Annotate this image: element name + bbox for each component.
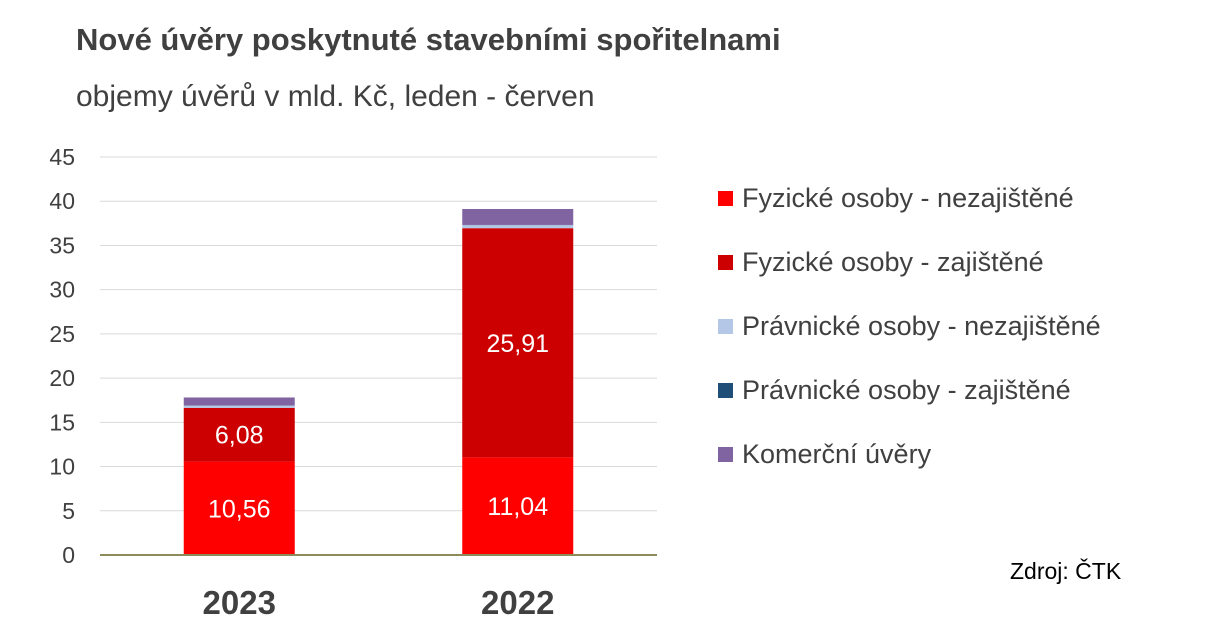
y-tick-label: 20: [49, 365, 75, 391]
bar-segment: [462, 225, 574, 229]
chart-subtitle: objemy úvěrů v mld. Kč, leden - červen: [76, 80, 595, 113]
data-label: 11,04: [487, 493, 548, 521]
y-tick-label: 45: [49, 144, 75, 170]
bar-segment: [462, 228, 574, 458]
data-label: 25,91: [486, 330, 549, 358]
x-tick-label: 2023: [203, 584, 276, 621]
source-note: Zdroj: ČTK: [1010, 558, 1122, 584]
legend-item: Fyzické osoby - zajištěné: [718, 230, 1101, 294]
legend-label: Komerční úvěry: [742, 438, 932, 469]
x-tick-label: 2022: [481, 584, 554, 621]
y-tick-label: 40: [49, 188, 75, 214]
y-tick-label: 0: [62, 542, 75, 568]
data-label: 6,08: [215, 422, 264, 450]
legend-item: Komerční úvěry: [718, 422, 1101, 486]
bar-segment: [183, 397, 295, 406]
legend-label: Fyzické osoby - zajištěné: [742, 246, 1044, 277]
legend-item: Fyzické osoby - nezajištěné: [718, 166, 1101, 230]
bar-segment: [462, 457, 574, 555]
legend-label: Právnické osoby - nezajištěné: [742, 310, 1101, 341]
legend-label: Fyzické osoby - nezajištěné: [742, 182, 1074, 213]
legend-swatch: [718, 190, 733, 206]
bar-segment: [183, 461, 295, 555]
y-tick-label: 15: [49, 409, 75, 435]
legend-item: Právnické osoby - zajištěné: [718, 358, 1101, 422]
legend-swatch: [718, 254, 733, 270]
chart-legend: Fyzické osoby - nezajištěné Fyzické osob…: [718, 166, 1101, 486]
y-tick-label: 5: [62, 498, 75, 524]
legend-swatch: [718, 446, 733, 462]
legend-swatch: [718, 382, 733, 398]
bar-segment: [462, 209, 574, 225]
bar-segment: [183, 405, 295, 408]
legend-item: Právnické osoby - nezajištěné: [718, 294, 1101, 358]
y-tick-label: 30: [49, 277, 75, 303]
chart-title: Nové úvěry poskytnuté stavebními spořite…: [76, 22, 781, 57]
bar-segment: [183, 407, 295, 462]
y-tick-label: 35: [49, 232, 75, 258]
y-tick-label: 10: [49, 454, 75, 480]
legend-swatch: [718, 318, 733, 334]
data-label: 10,56: [208, 495, 271, 523]
legend-label: Právnické osoby - zajištěné: [742, 374, 1071, 405]
y-tick-label: 25: [49, 321, 75, 347]
